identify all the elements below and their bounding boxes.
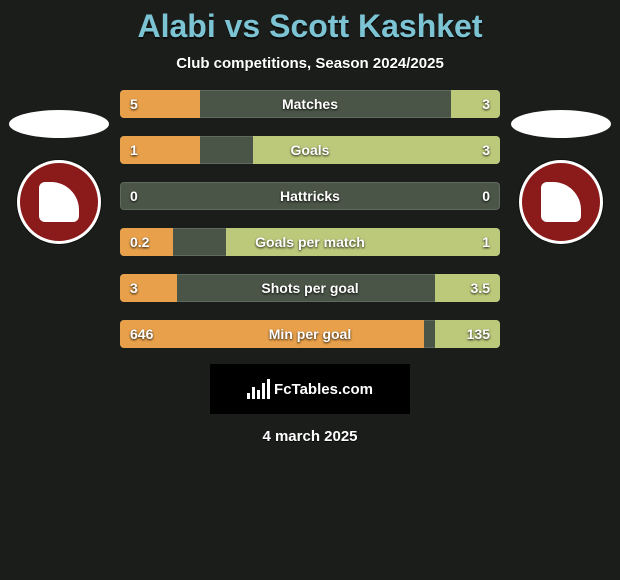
player-right-shape <box>511 110 611 138</box>
badge-horse-icon <box>39 182 79 222</box>
comparison-container: 5 Matches 3 1 Goals 3 0 Hattricks 0 0.2 Goals per … <box>0 90 620 348</box>
bar-fill-left <box>120 274 177 302</box>
stat-value-right: 3 <box>482 96 490 112</box>
player-left-column <box>4 110 114 244</box>
stat-label: Min per goal <box>269 326 351 342</box>
stat-value-left: 646 <box>130 326 153 342</box>
stat-value-right: 3 <box>482 142 490 158</box>
footer-logo: FcTables.com <box>210 364 410 414</box>
stat-bar-goals-per-match: 0.2 Goals per match 1 <box>120 228 500 256</box>
player-right-column <box>506 110 616 244</box>
stat-label: Matches <box>282 96 338 112</box>
stat-value-left: 0.2 <box>130 234 149 250</box>
player-right-badge <box>519 160 603 244</box>
subtitle: Club competitions, Season 2024/2025 <box>0 55 620 72</box>
stat-value-right: 3.5 <box>471 280 490 296</box>
stat-value-right: 135 <box>467 326 490 342</box>
stat-value-left: 5 <box>130 96 138 112</box>
stat-bar-matches: 5 Matches 3 <box>120 90 500 118</box>
page-title: Alabi vs Scott Kashket <box>0 0 620 45</box>
stat-label: Hattricks <box>280 188 340 204</box>
player-left-badge <box>17 160 101 244</box>
stat-value-right: 1 <box>482 234 490 250</box>
stat-bar-shots-per-goal: 3 Shots per goal 3.5 <box>120 274 500 302</box>
player-left-shape <box>9 110 109 138</box>
stat-label: Shots per goal <box>261 280 358 296</box>
bar-fill-right <box>451 90 500 118</box>
stat-value-left: 1 <box>130 142 138 158</box>
stat-bar-min-per-goal: 646 Min per goal 135 <box>120 320 500 348</box>
footer-brand-text: FcTables.com <box>274 381 373 398</box>
badge-horse-icon <box>541 182 581 222</box>
chart-icon <box>247 379 270 399</box>
date-text: 4 march 2025 <box>0 428 620 445</box>
stat-label: Goals per match <box>255 234 365 250</box>
bar-fill-right <box>435 274 500 302</box>
stat-value-right: 0 <box>482 188 490 204</box>
stat-label: Goals <box>291 142 330 158</box>
stat-value-left: 3 <box>130 280 138 296</box>
stat-bar-hattricks: 0 Hattricks 0 <box>120 182 500 210</box>
stat-value-left: 0 <box>130 188 138 204</box>
stats-bars: 5 Matches 3 1 Goals 3 0 Hattricks 0 0.2 Goals per … <box>120 90 500 348</box>
stat-bar-goals: 1 Goals 3 <box>120 136 500 164</box>
